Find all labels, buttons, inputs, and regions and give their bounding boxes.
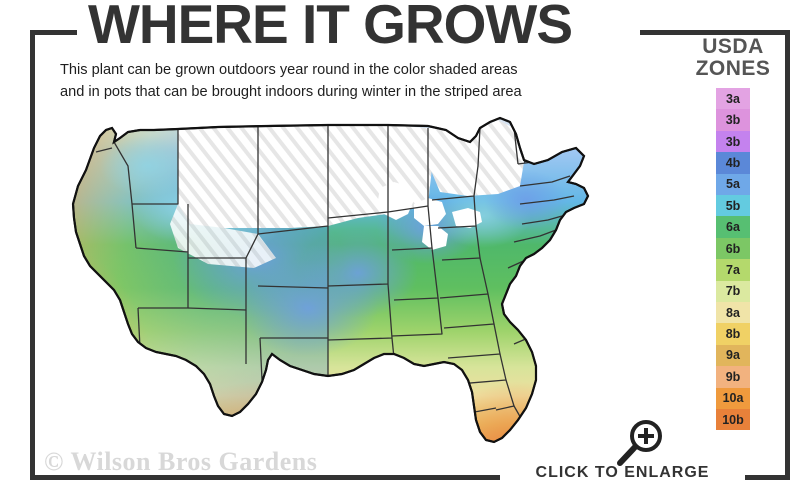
legend-swatch-3b: 3b	[716, 109, 750, 131]
subtitle-line-1: This plant can be grown outdoors year ro…	[60, 62, 518, 78]
subtitle: This plant can be grown outdoors year ro…	[60, 60, 640, 104]
frame-left-border	[30, 30, 35, 480]
watermark: © Wilson Bros Gardens	[44, 447, 318, 476]
usda-zones-legend: USDA ZONES 3a 3b 3b 4b 5a 5b 6a 6b 7a 7b 8a 8b 9a 9b 1…	[690, 35, 776, 431]
legend-swatch-3a: 3a	[716, 88, 750, 110]
legend-swatch-list: 3a 3b 3b 4b 5a 5b 6a 6b 7a 7b 8a 8b 9a 9b 10a 10b	[690, 88, 776, 431]
legend-swatch-8a: 8a	[716, 302, 750, 324]
legend-swatch-8b: 8b	[716, 323, 750, 345]
legend-swatch-5b: 5b	[716, 195, 750, 217]
legend-swatch-9a: 9a	[716, 344, 750, 367]
legend-title-line-2: ZONES	[695, 57, 771, 81]
great-lakes	[378, 182, 482, 250]
subtitle-line-2: and in pots that can be brought indoors …	[60, 83, 522, 100]
map-svg	[71, 116, 590, 444]
legend-swatch-7a: 7a	[716, 259, 750, 281]
click-to-enlarge-label[interactable]: CLICK TO ENLARGE	[535, 464, 710, 481]
legend-swatch-9b: 9b	[716, 366, 750, 388]
frame-right-border	[785, 30, 790, 480]
frame-top-left-border	[30, 30, 77, 35]
legend-title-line-1: USDA	[702, 35, 764, 58]
frame-bottom-right-border	[745, 475, 790, 480]
legend-swatch-4b: 4b	[716, 152, 750, 174]
magnifier-plus-icon[interactable]	[612, 418, 668, 468]
legend-swatch-10a: 10a	[716, 387, 750, 409]
page-title: WHERE IT GROWS	[87, 0, 573, 55]
legend-swatch-6b: 6b	[716, 237, 750, 260]
legend-swatch-7b: 7b	[716, 280, 750, 302]
legend-swatch-5a: 5a	[716, 173, 750, 196]
striped-region	[170, 120, 524, 268]
hardiness-zone-map[interactable]	[28, 108, 648, 468]
legend-swatch-6a: 6a	[716, 216, 750, 238]
map-zone-fill	[73, 118, 588, 442]
legend-swatch-10b: 10b	[716, 408, 750, 431]
title-backdrop	[77, 22, 640, 44]
legend-swatch-3b: 3b	[716, 130, 750, 153]
frame-top-right-border	[640, 30, 790, 35]
frame-bottom-left-border	[30, 475, 500, 480]
legend-title: USDA ZONES	[690, 35, 776, 81]
magnifier-plus-glyph	[617, 420, 662, 466]
